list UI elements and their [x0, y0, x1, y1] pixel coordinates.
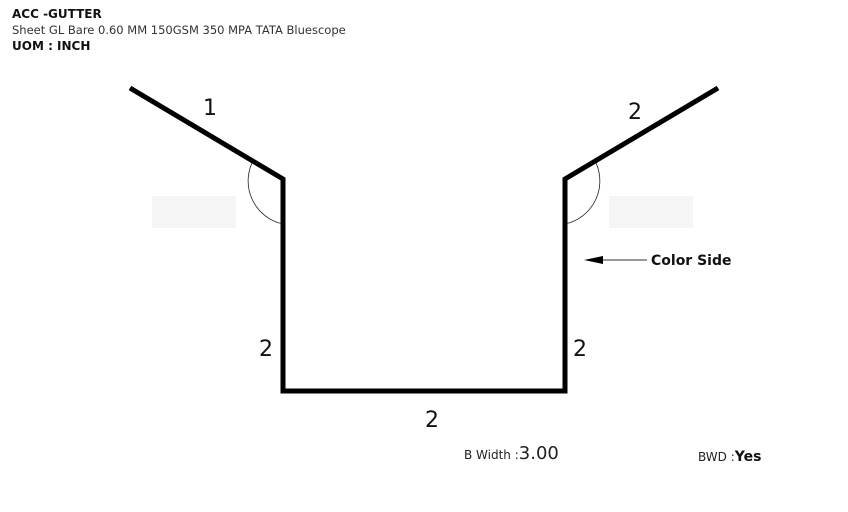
b-width-field: B Width :3.00: [464, 443, 559, 464]
gutter-profile-line: [130, 88, 718, 391]
segment-label-right-flange: 2: [628, 100, 642, 125]
right-angle-placeholder: [609, 196, 693, 228]
b-width-value: 3.00: [519, 443, 559, 464]
segment-label-left-flange: 1: [203, 96, 217, 121]
color-side-arrowhead: [584, 256, 603, 264]
bwd-field: BWD :Yes: [698, 446, 761, 465]
segment-label-left-wall: 2: [259, 337, 273, 362]
left-angle-placeholder: [152, 196, 236, 228]
segment-label-bottom: 2: [425, 408, 439, 433]
bwd-label: BWD :: [698, 450, 735, 464]
bwd-value: Yes: [735, 449, 762, 465]
color-side-label: Color Side: [651, 253, 732, 269]
b-width-label: B Width :: [464, 448, 519, 462]
segment-label-right-wall: 2: [573, 337, 587, 362]
